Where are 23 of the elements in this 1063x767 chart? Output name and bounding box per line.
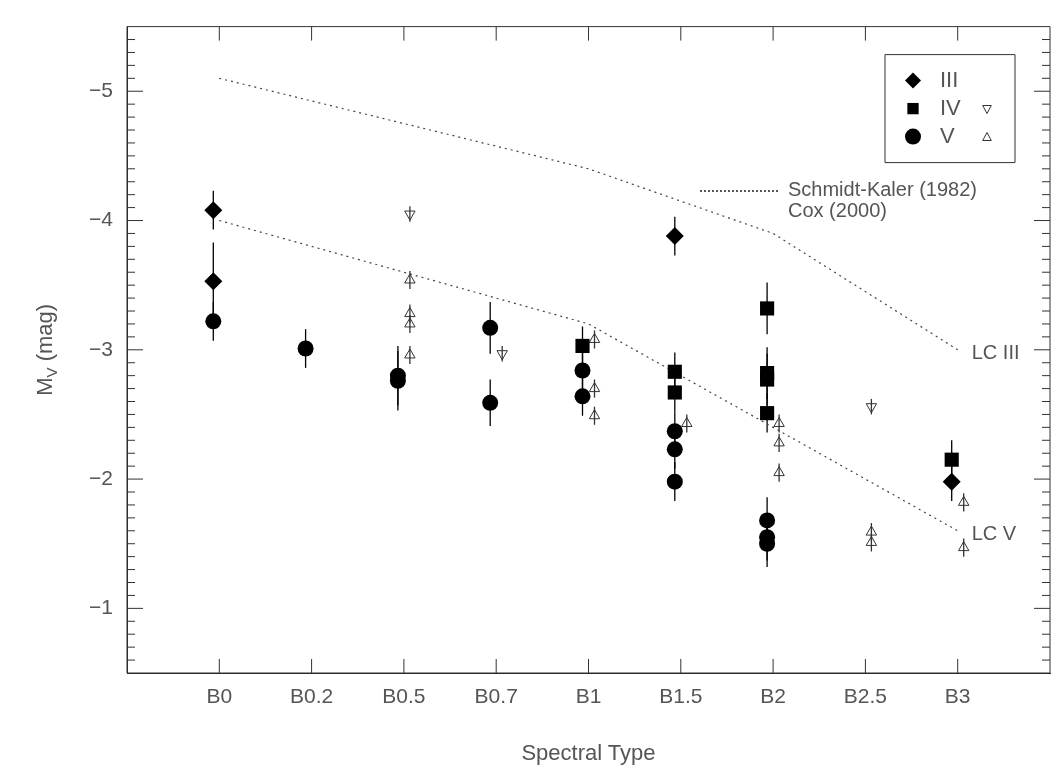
legend-label: V bbox=[940, 122, 955, 148]
x-axis-title: Spectral Type bbox=[521, 739, 656, 765]
y-tick-label: −4 bbox=[89, 207, 114, 231]
x-tick-label: B2 bbox=[760, 684, 786, 708]
x-tick-label: B0 bbox=[206, 684, 233, 708]
annotation: LC V bbox=[971, 522, 1017, 545]
x-tick-label: B0.7 bbox=[474, 684, 518, 708]
x-tick-label: B1.5 bbox=[659, 684, 703, 708]
y-tick-label: −3 bbox=[89, 336, 113, 360]
y-axis-title: MV (mag) bbox=[32, 303, 60, 396]
legend-label: IV bbox=[940, 94, 962, 120]
x-tick-label: B1 bbox=[575, 684, 602, 708]
y-tick-label: −5 bbox=[89, 78, 113, 102]
x-tick-label: B0.2 bbox=[290, 684, 334, 708]
annotation: LC III bbox=[971, 341, 1020, 364]
legend-label: III bbox=[940, 66, 959, 92]
x-tick-label: B3 bbox=[944, 684, 971, 708]
y-tick-label: −2 bbox=[89, 465, 113, 489]
x-tick-label: B2.5 bbox=[843, 684, 887, 708]
annotation: Schmidt-Kaler (1982) bbox=[788, 178, 977, 201]
x-tick-label: B0.5 bbox=[382, 684, 426, 708]
annotation: Cox (2000) bbox=[788, 199, 887, 222]
y-tick-label: −1 bbox=[89, 595, 113, 619]
